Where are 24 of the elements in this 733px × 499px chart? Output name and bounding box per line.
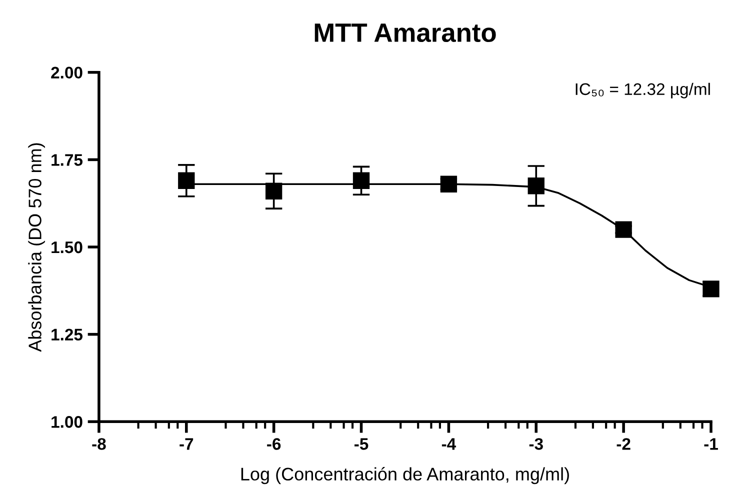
annotation: IC₅₀ = 12.32 µg/ml (576, 82, 710, 98)
y-tick-label: 2.00 (51, 66, 82, 79)
point (265, 182, 282, 200)
point (702, 280, 720, 298)
x-tick-label: -2 (616, 438, 630, 450)
point (615, 221, 632, 238)
point (178, 172, 195, 189)
y-tick-label: 1.25 (52, 328, 83, 341)
y-tick-label: 1.75 (52, 154, 83, 166)
x-tick-label: -3 (529, 438, 543, 450)
x-tick-label: -1 (704, 438, 718, 450)
x-tick-label: -8 (92, 438, 106, 450)
x-tick-label: -5 (354, 438, 368, 450)
x-tick-label: -6 (267, 438, 281, 450)
y-tick-label: 1.50 (52, 241, 82, 254)
y-tick-label: 1.00 (52, 416, 82, 428)
point (352, 172, 370, 189)
chart-title: MTT Amaranto (314, 24, 496, 42)
point (440, 176, 458, 192)
x-tick-label: -4 (442, 438, 456, 450)
point (528, 178, 544, 194)
x-tick-label: -7 (180, 438, 194, 450)
x-axis-title: Log (Concentración de Amaranto, mg/ml) (241, 467, 569, 484)
y-axis-title: Absorbancia (DO 570 nm) (28, 143, 45, 352)
